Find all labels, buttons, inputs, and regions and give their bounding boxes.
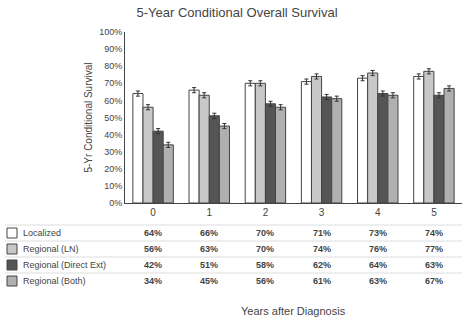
svg-text:34%: 34% (144, 276, 162, 286)
svg-text:62%: 62% (313, 260, 331, 270)
svg-text:64%: 64% (369, 260, 387, 270)
svg-text:10%: 10% (104, 181, 122, 191)
svg-text:56%: 56% (144, 244, 162, 254)
svg-text:64%: 64% (144, 228, 162, 238)
svg-text:40%: 40% (104, 130, 122, 140)
svg-text:63%: 63% (425, 260, 443, 270)
svg-text:2: 2 (263, 207, 269, 218)
svg-text:70%: 70% (104, 78, 122, 88)
svg-text:63%: 63% (369, 276, 387, 286)
svg-text:67%: 67% (425, 276, 443, 286)
svg-text:60%: 60% (104, 96, 122, 106)
svg-text:77%: 77% (425, 244, 443, 254)
svg-text:73%: 73% (369, 228, 387, 238)
svg-text:Regional (LN): Regional (LN) (23, 244, 79, 254)
svg-text:30%: 30% (104, 147, 122, 157)
svg-text:Localized: Localized (23, 228, 61, 238)
svg-text:61%: 61% (313, 276, 331, 286)
svg-text:66%: 66% (200, 228, 218, 238)
svg-text:56%: 56% (256, 276, 274, 286)
svg-text:Regional (Direct Ext): Regional (Direct Ext) (23, 260, 106, 270)
svg-text:74%: 74% (313, 244, 331, 254)
svg-text:90%: 90% (104, 44, 122, 54)
svg-text:80%: 80% (104, 61, 122, 71)
svg-text:5-Yr Conditional Survival: 5-Yr Conditional Survival (83, 62, 94, 172)
svg-text:5-Year Conditional Overall Sur: 5-Year Conditional Overall Survival (136, 5, 337, 20)
svg-text:0: 0 (150, 207, 156, 218)
svg-text:58%: 58% (256, 260, 274, 270)
svg-text:42%: 42% (144, 260, 162, 270)
svg-text:50%: 50% (104, 113, 122, 123)
svg-text:71%: 71% (313, 228, 331, 238)
svg-text:51%: 51% (200, 260, 218, 270)
svg-text:76%: 76% (369, 244, 387, 254)
svg-text:1: 1 (206, 207, 212, 218)
svg-text:70%: 70% (256, 228, 274, 238)
svg-text:100%: 100% (99, 27, 122, 37)
svg-text:4: 4 (375, 207, 381, 218)
svg-text:3: 3 (319, 207, 325, 218)
svg-text:5: 5 (431, 207, 437, 218)
svg-text:45%: 45% (200, 276, 218, 286)
svg-text:Regional (Both): Regional (Both) (23, 276, 86, 286)
svg-text:0%: 0% (109, 198, 122, 208)
svg-text:Years after Diagnosis: Years after Diagnosis (241, 305, 346, 317)
svg-text:74%: 74% (425, 228, 443, 238)
svg-text:20%: 20% (104, 164, 122, 174)
svg-text:63%: 63% (200, 244, 218, 254)
svg-text:70%: 70% (256, 244, 274, 254)
